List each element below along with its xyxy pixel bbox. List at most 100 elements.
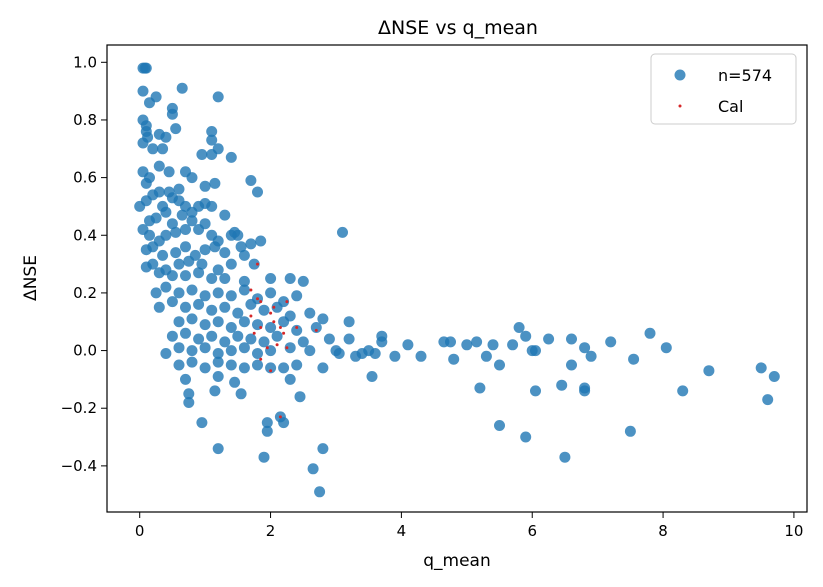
point-n574-23 xyxy=(196,149,208,160)
point-n574-50 xyxy=(206,200,218,212)
point-n574-202 xyxy=(448,353,460,365)
point-n574-55 xyxy=(176,209,188,221)
point-n574-225 xyxy=(762,394,774,406)
point-n574-169 xyxy=(415,350,427,362)
x-axis-label: q_mean xyxy=(423,551,491,571)
point-n574-130 xyxy=(186,313,198,325)
point-n574-124 xyxy=(258,304,270,316)
point-n574-76 xyxy=(157,249,169,261)
point-n574-41 xyxy=(153,186,165,198)
x-tick-label: 0 xyxy=(135,522,145,540)
chart-title: ΔNSE vs q_mean xyxy=(378,17,538,39)
point-n574-100 xyxy=(238,275,250,287)
point-n574-190 xyxy=(333,348,345,359)
point-n574-107 xyxy=(186,284,198,296)
point-n574-186 xyxy=(402,339,414,351)
point-n574-160 xyxy=(238,342,250,354)
point-n574-91 xyxy=(225,258,237,270)
legend-label-n574: n=574 xyxy=(718,66,772,85)
point-n574-95 xyxy=(166,270,178,282)
point-n574-227 xyxy=(294,391,306,403)
point-n574-220 xyxy=(530,385,541,397)
legend: n=574 Cal xyxy=(650,53,797,125)
point-n574-24 xyxy=(206,149,218,160)
point-n574-134 xyxy=(238,316,250,328)
point-n574-210 xyxy=(768,371,780,382)
point-n574-226 xyxy=(183,397,195,408)
point-n574-12 xyxy=(137,137,149,149)
point-n574-115 xyxy=(291,290,303,302)
legend-box xyxy=(650,53,797,125)
y-tick-label: 0.8 xyxy=(73,111,97,129)
point-n574-87 xyxy=(173,258,185,270)
y-tick-label: 0.6 xyxy=(73,169,97,187)
point-n574-103 xyxy=(297,275,309,287)
point-n574-93 xyxy=(140,261,152,273)
point-n574-97 xyxy=(193,267,205,279)
point-n574-221 xyxy=(556,379,568,391)
point-n574-187 xyxy=(376,336,388,348)
point-n574-89 xyxy=(196,258,208,270)
point-n574-64 xyxy=(180,224,191,235)
point-n574-20 xyxy=(206,126,218,137)
point-n574-218 xyxy=(235,388,247,400)
point-n574-141 xyxy=(166,330,178,342)
point-n574-34 xyxy=(199,180,211,192)
point-n574-238 xyxy=(520,431,532,443)
point-n574-185 xyxy=(644,327,656,339)
legend-label-cal: Cal xyxy=(718,97,743,116)
point-n574-133 xyxy=(225,322,237,333)
point-n574-155 xyxy=(173,342,185,354)
point-n574-70 xyxy=(232,229,244,241)
y-tick-label: 0.0 xyxy=(73,342,97,360)
point-n574-176 xyxy=(513,322,525,333)
point-n574-80 xyxy=(199,244,211,256)
point-n574-18 xyxy=(170,123,182,135)
point-n574-120 xyxy=(206,304,218,316)
point-n574-81 xyxy=(209,241,221,253)
point-cal-0 xyxy=(256,262,259,266)
point-n574-152 xyxy=(343,333,355,345)
point-n574-96 xyxy=(180,270,191,282)
point-n574-143 xyxy=(193,333,205,345)
point-n574-240 xyxy=(307,463,319,475)
legend-marker-cal xyxy=(678,104,682,108)
point-n574-233 xyxy=(494,420,505,431)
point-cal-10 xyxy=(278,326,282,329)
point-n574-150 xyxy=(297,336,309,348)
point-n574-30 xyxy=(163,166,175,178)
point-n574-90 xyxy=(212,264,224,276)
point-n574-230 xyxy=(261,425,273,437)
point-n574-144 xyxy=(206,330,218,342)
point-n574-63 xyxy=(170,226,182,238)
point-n574-173 xyxy=(471,336,483,348)
point-n574-21 xyxy=(206,134,218,146)
point-n574-219 xyxy=(474,382,486,394)
point-n574-136 xyxy=(265,322,277,333)
legend-marker-n574 xyxy=(674,69,686,81)
point-n574-148 xyxy=(258,336,270,348)
point-n574-13 xyxy=(147,143,159,155)
point-n574-122 xyxy=(232,307,244,319)
point-n574-232 xyxy=(278,417,290,429)
point-n574-111 xyxy=(238,284,250,296)
y-tick-label: −0.2 xyxy=(61,399,97,417)
point-n574-78 xyxy=(180,241,191,253)
y-axis-label: ΔNSE xyxy=(21,255,41,301)
point-n574-171 xyxy=(445,336,456,348)
point-n574-110 xyxy=(225,290,237,302)
point-n574-132 xyxy=(212,316,224,328)
point-n574-157 xyxy=(199,342,211,354)
point-n574-6 xyxy=(176,82,188,94)
point-n574-2 xyxy=(140,62,152,74)
point-cal-4 xyxy=(285,300,289,304)
point-cal-20 xyxy=(278,415,282,419)
point-cal-9 xyxy=(259,326,263,329)
point-n574-224 xyxy=(677,385,689,397)
point-n574-195 xyxy=(225,359,237,371)
point-n574-237 xyxy=(317,443,329,455)
point-n574-164 xyxy=(304,345,316,357)
point-n574-99 xyxy=(219,273,231,284)
point-n574-179 xyxy=(530,345,541,357)
point-n574-94 xyxy=(153,267,165,279)
